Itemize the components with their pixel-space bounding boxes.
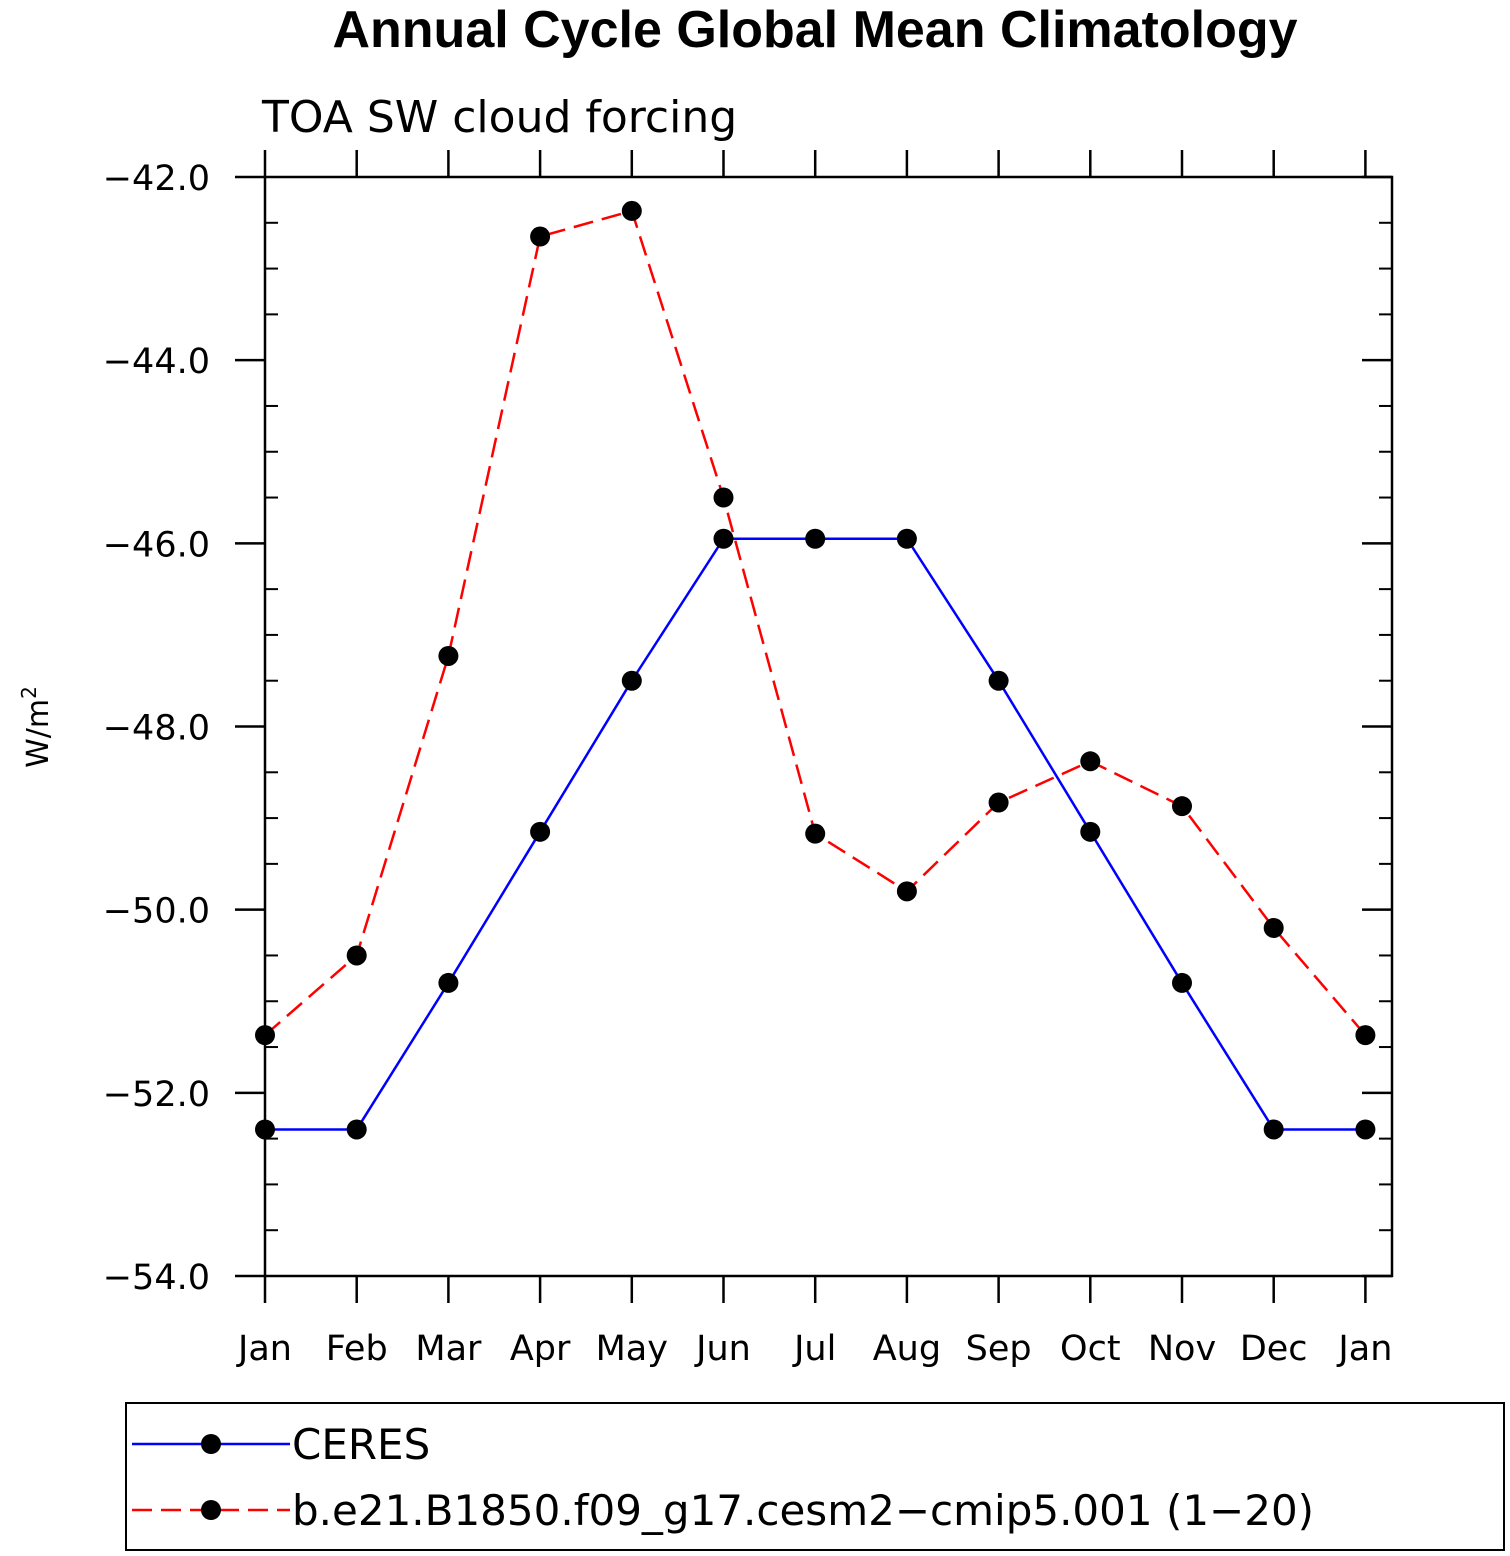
x-tick-label: Apr	[510, 1329, 571, 1369]
data-point	[1355, 1119, 1376, 1140]
x-tick-label: Jun	[694, 1329, 751, 1369]
x-axis: Jan Feb Mar Apr May Jun Jul Aug Sep Oct Nov Dec Jan	[236, 150, 1392, 1369]
data-point	[988, 670, 1009, 691]
data-point	[530, 226, 551, 247]
series-2	[255, 200, 1376, 1046]
legend-box	[125, 1402, 1505, 1551]
data-point	[346, 1119, 367, 1140]
y-tick-label: −42.0	[103, 159, 210, 199]
x-tick-label: Jan	[1336, 1329, 1392, 1369]
data-point	[438, 645, 459, 666]
legend-marker	[201, 1434, 221, 1454]
chart-title: Annual Cycle Global Mean Climatology	[332, 1, 1297, 59]
series-layer	[255, 200, 1376, 1140]
data-point	[438, 972, 459, 993]
data-point	[988, 792, 1009, 813]
y-axis: −54.0 −52.0 −50.0 −48.0 −46.0 −44.0 −42.0	[103, 159, 1392, 1298]
data-point	[621, 670, 642, 691]
x-tick-label: Jan	[236, 1329, 292, 1369]
y-tick-label: −52.0	[103, 1075, 210, 1115]
data-point	[1172, 972, 1192, 993]
data-point	[255, 1025, 275, 1046]
data-point	[1080, 821, 1101, 842]
legend-label: b.e21.B1850.f09_g17.cesm2−cmip5.001 (1−2…	[292, 1486, 1314, 1535]
x-tick-label: Jul	[792, 1329, 836, 1369]
y-axis-label-base: W/m	[21, 699, 56, 768]
data-point	[805, 823, 826, 844]
legend-marker	[201, 1500, 221, 1520]
data-point	[713, 487, 734, 508]
data-point	[805, 528, 826, 549]
x-tick-label: Dec	[1240, 1329, 1308, 1369]
series-line	[264, 209, 1367, 1037]
data-point	[346, 945, 367, 966]
data-point	[255, 1119, 275, 1140]
plot-border	[263, 175, 1394, 1278]
x-tick-label: Feb	[326, 1329, 388, 1369]
data-point	[896, 881, 917, 902]
x-tick-label: Aug	[873, 1329, 941, 1369]
data-point	[1263, 1119, 1284, 1140]
y-axis-label: W/m2	[17, 686, 56, 768]
y-axis-label-superscript: 2	[17, 686, 41, 699]
series-1	[255, 528, 1376, 1140]
legend-label: CERES	[292, 1420, 430, 1469]
y-tick-label: −50.0	[103, 892, 210, 932]
x-tick-label: Sep	[966, 1329, 1032, 1369]
legend: CERES b.e21.B1850.f09_g17.cesm2−cmip5.001…	[125, 1402, 1505, 1551]
data-point	[713, 528, 734, 549]
data-point	[530, 821, 551, 842]
data-point	[1355, 1025, 1376, 1046]
data-point	[896, 528, 917, 549]
y-tick-label: −48.0	[103, 709, 210, 749]
x-tick-label: May	[596, 1329, 668, 1369]
x-tick-label: Oct	[1060, 1329, 1121, 1369]
data-point	[1172, 796, 1192, 817]
x-tick-label: Nov	[1148, 1329, 1216, 1369]
y-tick-label: −46.0	[103, 525, 210, 565]
y-tick-label: −54.0	[103, 1258, 210, 1298]
plot-frame	[263, 175, 1394, 1278]
data-point	[621, 200, 642, 221]
data-point	[1263, 917, 1284, 938]
data-point	[1080, 751, 1101, 772]
chart-subtitle: TOA SW cloud forcing	[261, 92, 737, 143]
x-tick-label: Mar	[415, 1329, 482, 1369]
y-tick-label: −44.0	[103, 342, 210, 382]
